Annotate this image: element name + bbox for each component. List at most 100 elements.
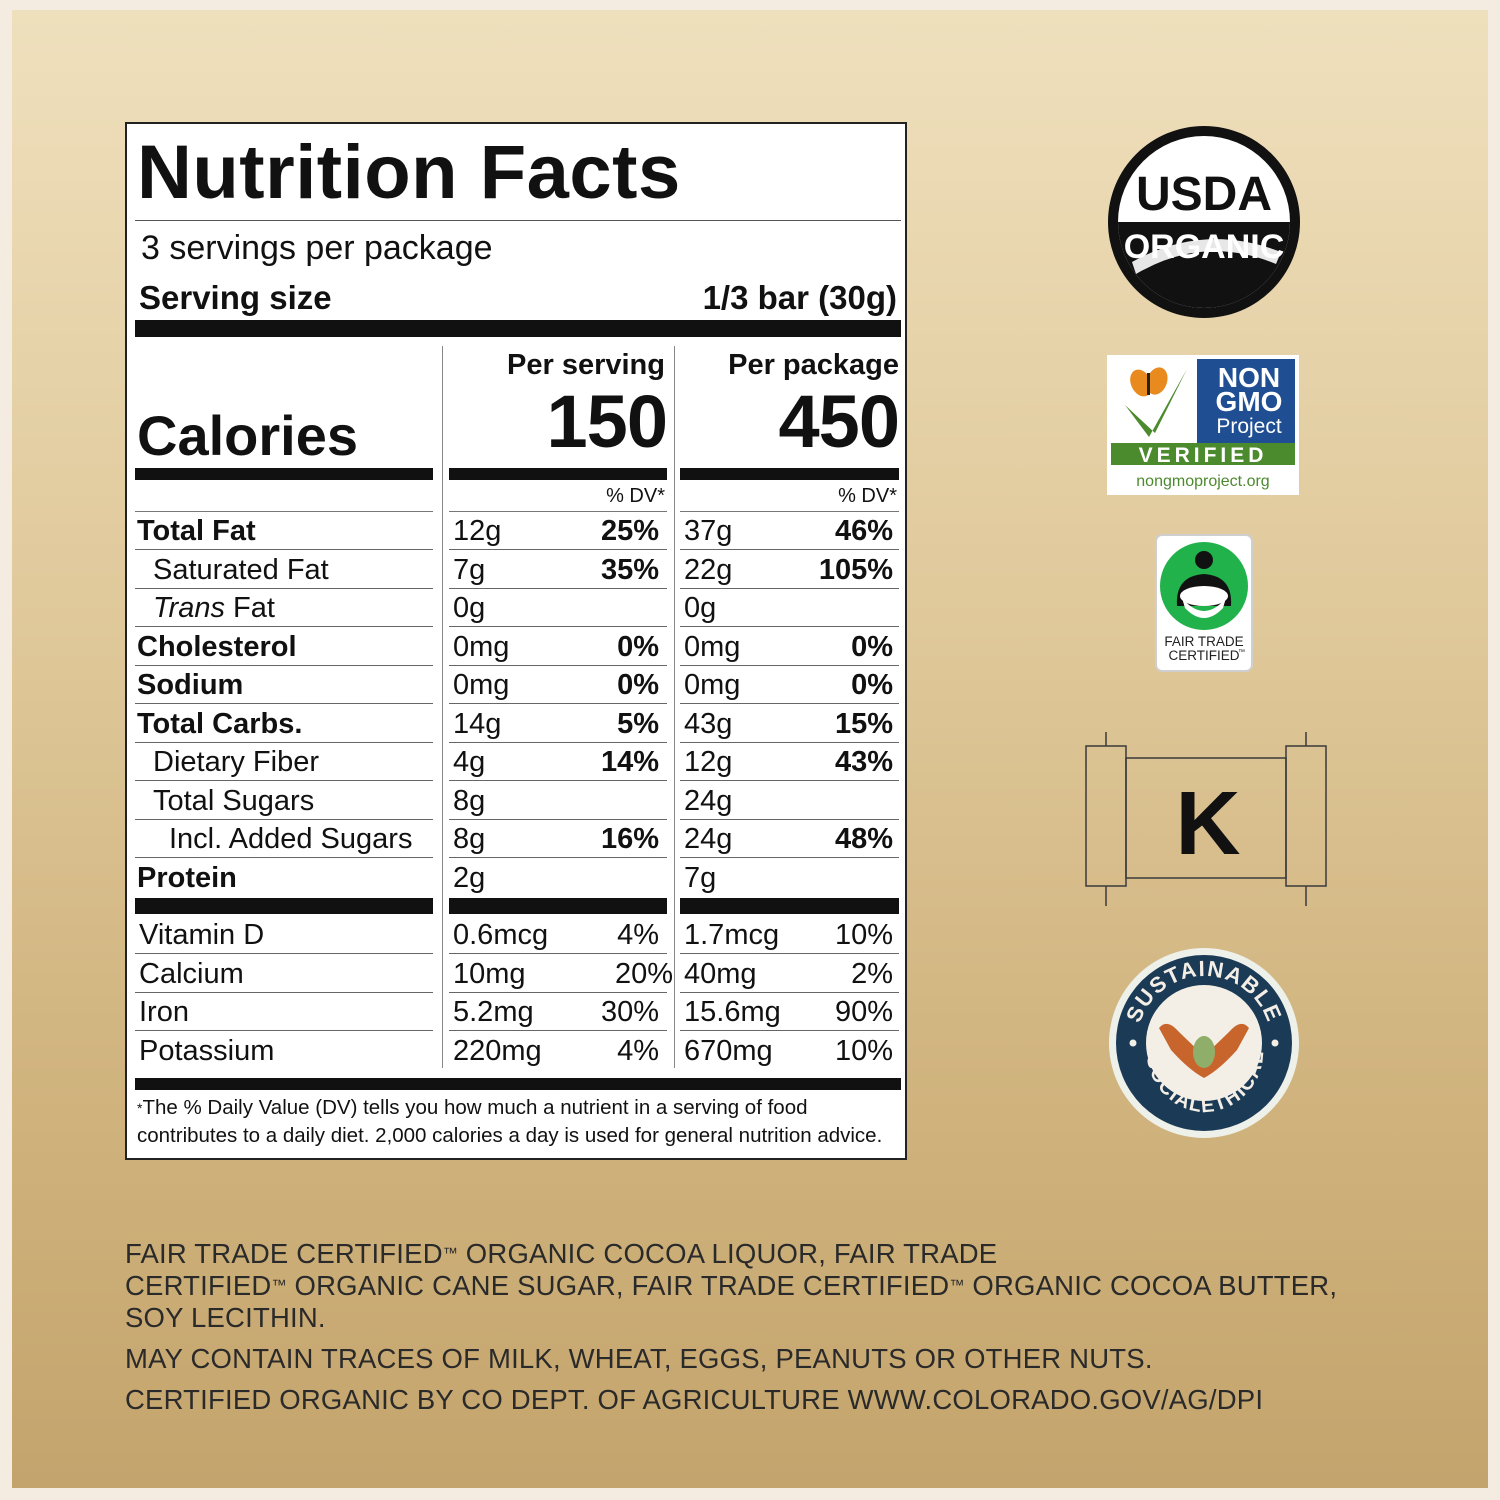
serving-dv: 0%: [617, 631, 659, 663]
per-serving-header: Per serving: [507, 349, 665, 381]
package-amount: 24g: [684, 785, 733, 817]
package-amount: 0g: [684, 592, 717, 624]
ingredients-text: CERTIFIED: [125, 1270, 272, 1301]
package-dv: 10%: [834, 1035, 893, 1067]
thick-divider: [135, 320, 901, 337]
thick-divider: [135, 898, 433, 914]
organic-text: ORGANIC: [1124, 228, 1285, 266]
nutrient-row-total-sugars: Total Sugars 8g 24g: [135, 782, 901, 820]
serving-amount: 0mg: [453, 631, 510, 663]
fair-trade-trademark: ™: [1238, 649, 1245, 656]
column-divider: [442, 346, 443, 1068]
sustainable-social-ethical-seal: SUSTAINABLE SOCIAL ETHICAL: [1109, 948, 1299, 1138]
serving-amount: 4g: [453, 746, 486, 778]
package-amount: 24g: [684, 823, 733, 855]
serving-amount: 10mg: [453, 958, 526, 990]
nutrient-name: Total Sugars: [153, 785, 315, 817]
nutrient-name: Dietary Fiber: [153, 746, 319, 778]
package-dv: 105%: [818, 554, 893, 586]
nutrient-row-trans-fat: Trans Fat 0g 0g: [135, 589, 901, 627]
per-package-header: Per package: [728, 349, 899, 381]
trademark: ™: [442, 1245, 458, 1262]
thick-divider: [680, 898, 899, 914]
package-dv: 2%: [851, 958, 893, 990]
package-amount: 40mg: [684, 958, 757, 990]
package-amount: 0mg: [684, 631, 741, 663]
ingredients-text: FAIR TRADE CERTIFIED: [125, 1238, 443, 1269]
ingredients-list: FAIR TRADE CERTIFIED™ ORGANIC COCOA LIQU…: [125, 1238, 1365, 1334]
serving-amount: 14g: [453, 708, 502, 740]
package-amount: 12g: [684, 746, 733, 778]
serving-amount: 220mg: [453, 1035, 542, 1067]
serving-dv: 5%: [617, 708, 659, 740]
package-amount: 43g: [684, 708, 733, 740]
serving-amount: 0g: [453, 592, 486, 624]
allergen-statement: MAY CONTAIN TRACES OF MILK, WHEAT, EGGS,…: [125, 1343, 1153, 1374]
serving-amount: 12g: [453, 515, 502, 547]
vitamin-name: Iron: [139, 996, 189, 1028]
usda-organic-seal: USDA ORGANIC: [1108, 126, 1300, 318]
dv-header-serving: % DV*: [606, 485, 665, 507]
ingredients-text: SOY LECITHIN.: [125, 1302, 326, 1333]
trans-fat-suffix: Fat: [224, 592, 275, 624]
serving-dv: 20%: [614, 958, 673, 990]
nutrient-name: Total Carbs.: [137, 708, 303, 740]
nutrient-row-protein: Protein 2g 7g: [135, 859, 901, 897]
trans-italic: Trans: [153, 592, 225, 624]
serving-size-label: Serving size: [139, 279, 332, 316]
servings-per-package: 3 servings per package: [141, 229, 493, 267]
serving-dv: 14%: [600, 746, 659, 778]
dv-header-package: % DV*: [838, 485, 897, 507]
nongmo-url: nongmoproject.org: [1136, 473, 1269, 490]
usda-text: USDA: [1136, 168, 1272, 221]
project-text: Project: [1216, 415, 1282, 438]
fair-trade-certified-badge: FAIR TRADE CERTIFIED ™: [1155, 534, 1253, 672]
serving-dv: 35%: [600, 554, 659, 586]
non-gmo-verified-badge: NON GMO Project VERIFIED nongmoproject.o…: [1107, 355, 1299, 495]
nutrient-row-saturated-fat: Saturated Fat 7g 35% 22g 105%: [135, 551, 901, 589]
nutrition-facts-title: Nutrition Facts: [137, 130, 681, 215]
serving-amount: 7g: [453, 554, 486, 586]
package-dv: 46%: [834, 515, 893, 547]
serving-amount: 5.2mg: [453, 996, 534, 1028]
ingredients-text: ORGANIC COCOA BUTTER,: [964, 1270, 1338, 1301]
nutrient-row-cholesterol: Cholesterol 0mg 0% 0mg 0%: [135, 628, 901, 666]
package-amount: 670mg: [684, 1035, 773, 1067]
gmo-text: GMO: [1216, 386, 1283, 417]
vitamin-row-calcium: Calcium 10mg 20% 40mg 2%: [135, 955, 901, 993]
serving-size-row: Serving size 1/3 bar (30g): [139, 278, 897, 318]
calories-label: Calories: [137, 404, 358, 467]
ingredients-block: FAIR TRADE CERTIFIED™ ORGANIC COCOA LIQU…: [125, 1238, 1365, 1425]
ingredients-text: ORGANIC COCOA LIQUOR, FAIR TRADE: [457, 1238, 998, 1269]
calories-per-serving: 150: [546, 380, 668, 463]
vitamin-name: Vitamin D: [139, 919, 265, 951]
thick-divider: [680, 468, 899, 480]
divider: [680, 511, 899, 512]
daily-value-footnote: *The % Daily Value (DV) tells you how mu…: [137, 1094, 893, 1150]
serving-size-value: 1/3 bar (30g): [702, 279, 897, 316]
serving-amount: 2g: [453, 862, 486, 894]
nutrient-row-added-sugars: Incl. Added Sugars 8g 16% 24g 48%: [135, 820, 901, 858]
package-dv: 0%: [851, 669, 893, 701]
serving-dv: 25%: [600, 515, 659, 547]
package-dv: 43%: [834, 746, 893, 778]
package-dv: 0%: [851, 631, 893, 663]
serving-amount: 8g: [453, 785, 486, 817]
package-amount: 37g: [684, 515, 733, 547]
kosher-k-letter: K: [1176, 774, 1241, 874]
nutrient-row-dietary-fiber: Dietary Fiber 4g 14% 12g 43%: [135, 743, 901, 781]
non-text: NON: [1218, 362, 1280, 393]
nutrient-row-sodium: Sodium 0mg 0% 0mg 0%: [135, 666, 901, 704]
organic-certification-statement: CERTIFIED ORGANIC BY CO DEPT. OF AGRICUL…: [125, 1384, 1264, 1415]
trademark: ™: [271, 1277, 287, 1294]
nutrient-name: Trans Fat: [153, 589, 275, 627]
package-dv: 90%: [834, 996, 893, 1028]
column-divider: [674, 346, 675, 1068]
vitamin-name: Calcium: [139, 958, 244, 990]
serving-dv: 0%: [617, 669, 659, 701]
trademark: ™: [949, 1277, 965, 1294]
divider: [449, 511, 667, 512]
thick-divider: [135, 1078, 901, 1090]
nutrition-facts-label: Nutrition Facts 3 servings per package S…: [125, 122, 907, 1160]
package-amount: 7g: [684, 862, 717, 894]
